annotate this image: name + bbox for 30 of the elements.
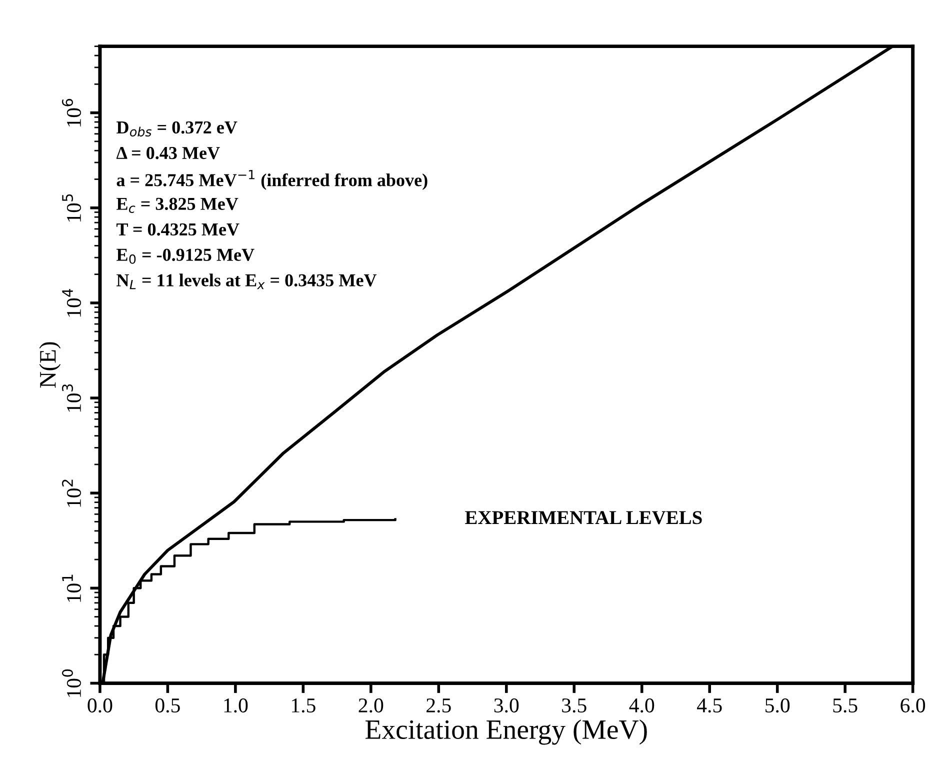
text: EXPERIMENTAL LEVELS: [465, 511, 702, 524]
annotation: Δ = 0.43 MeV: [116, 146, 220, 160]
annotation: E$_{c}$ = 3.825 MeV: [116, 198, 238, 213]
x-tick-label: 2.0: [358, 698, 384, 713]
x-tick-label: 3.5: [562, 698, 586, 713]
x-axis-title: Excitation Energy (MeV): [366, 719, 647, 745]
x-tick-label: 6.0: [900, 698, 926, 713]
y-tick-label: 10$^{0}$: [62, 669, 81, 697]
y-tick-label: 10$^{4}$: [62, 288, 81, 317]
x-tick-label: 0.5: [155, 698, 180, 713]
y-axis-title: N(E): [39, 342, 61, 388]
x-tick-label: 1.5: [292, 698, 316, 713]
x-tick-label: 4.5: [696, 698, 722, 713]
y-tick-label: 10$^{5}$: [62, 194, 81, 222]
annotation: T = 0.4325 MeV: [116, 223, 240, 236]
annotation: D$_{obs}$ = 0.372 eV: [116, 121, 238, 137]
x-tick-label: 0.0: [88, 698, 112, 713]
y-tick-label: 10$^{2}$: [62, 480, 81, 507]
y-tick-label: 10$^{1}$: [62, 574, 81, 602]
y-tick-label: 10$^{6}$: [62, 98, 81, 126]
x-tick-label: 3.0: [494, 698, 519, 713]
x-tick-label: 2.5: [426, 698, 451, 713]
x-tick-label: 5.0: [766, 698, 790, 713]
x-tick-label: 4.0: [629, 698, 654, 713]
x-tick-label: 5.5: [833, 698, 858, 713]
annotation: E$_{0}$ = -0.9125 MeV: [116, 248, 254, 264]
y-tick-label: 10$^{3}$: [62, 384, 81, 412]
x-tick-label: 1.0: [224, 698, 248, 713]
annotation: N$_{L}$ = 11 levels at E$_{x}$ = 0.3435 MeV: [116, 274, 377, 290]
annotation: a = 25.745 MeV$^{−1}$ (inferred from above): [116, 170, 428, 190]
